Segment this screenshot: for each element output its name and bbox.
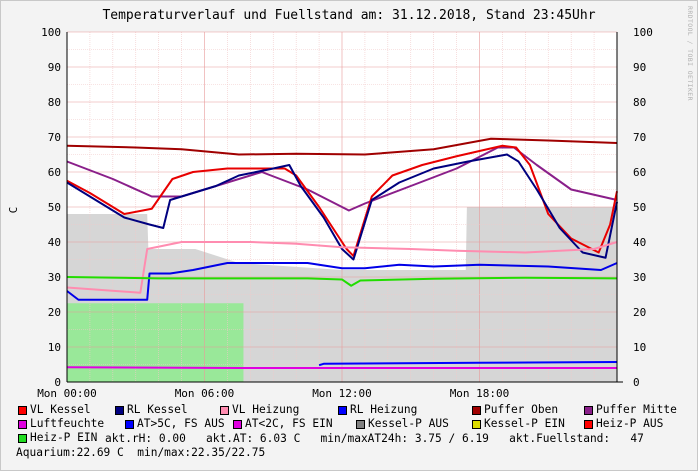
legend-label: VL Heizung <box>232 403 300 416</box>
y-tick-label-right: 50 <box>633 201 646 214</box>
y-tick-label-right: 70 <box>633 131 646 144</box>
y-tick-label-right: 10 <box>633 341 646 354</box>
x-tick-label: Mon 18:00 <box>450 387 510 400</box>
y-tick-label-left: 0 <box>54 376 61 389</box>
series-line-1 <box>66 146 618 212</box>
legend-label: RL Kessel <box>127 403 188 416</box>
y-tick-label-right: 90 <box>633 61 646 74</box>
legend-label: Kessel-P AUS <box>368 417 449 430</box>
x-tick-label: Mon 06:00 <box>175 387 235 400</box>
chart-title: Temperaturverlauf und Fuellstand am: 31.… <box>102 8 596 23</box>
series-line-4 <box>66 241 618 294</box>
legend-label: Puffer Mitte <box>596 403 677 416</box>
aquarium-text: Aquarium:22.69 C min/max:22.35/22.75 <box>16 446 266 459</box>
y-tick-label-left: 100 <box>41 26 61 39</box>
x-tick-label: Mon 12:00 <box>312 387 372 400</box>
legend-label: RL Heizung <box>350 403 418 416</box>
legend-swatch <box>220 406 229 415</box>
y-tick-label-left: 90 <box>48 61 61 74</box>
x-tick-label: Mon 00:00 <box>37 387 97 400</box>
legend-label: Kessel-P EIN <box>484 417 565 430</box>
legend-swatch <box>18 434 27 443</box>
series-line-3 <box>66 153 618 261</box>
y-tick-label-right: 40 <box>633 236 646 249</box>
series-line-2 <box>66 144 618 257</box>
y-tick-label-right: 30 <box>633 271 646 284</box>
series-line-7 <box>66 366 617 369</box>
legend-label: VL Kessel <box>30 403 91 416</box>
legend-swatch <box>472 406 481 415</box>
y-tick-label-left: 40 <box>48 236 61 249</box>
legend-swatch <box>115 406 124 415</box>
y-tick-label-left: 60 <box>48 166 61 179</box>
legend-swatch <box>18 420 27 429</box>
y-axis-label: C <box>7 207 20 214</box>
y-tick-label-left: 20 <box>48 306 61 319</box>
y-tick-label-left: 70 <box>48 131 61 144</box>
y-tick-label-right: 0 <box>633 376 640 389</box>
legend-swatch <box>356 420 365 429</box>
series-line-5 <box>66 262 618 301</box>
legend-label: AT<2C, FS EIN <box>245 417 333 430</box>
legend-label: Heiz-P AUS <box>596 417 664 430</box>
series-line-6 <box>66 276 618 287</box>
legend-label: Heiz-P EIN <box>30 431 98 444</box>
legend-swatch <box>338 406 347 415</box>
y-tick-label-right: 20 <box>633 306 646 319</box>
y-tick-label-right: 60 <box>633 166 646 179</box>
legend-swatch <box>472 420 481 429</box>
legend-swatch <box>125 420 134 429</box>
legend-swatch <box>233 420 242 429</box>
legend-label: AT>5C, FS AUS <box>137 417 225 430</box>
y-tick-label-left: 80 <box>48 96 61 109</box>
series-line-8 <box>318 361 618 367</box>
series-line-0 <box>66 137 618 156</box>
current-values-text: akt.rH: 0.00 akt.AT: 6.03 C min/maxAT24h… <box>105 432 644 445</box>
y-tick-label-right: 80 <box>633 96 646 109</box>
y-tick-label-left: 30 <box>48 271 61 284</box>
legend-swatch <box>18 406 27 415</box>
y-tick-label-left: 50 <box>48 201 61 214</box>
legend-label: Puffer Oben <box>484 403 559 416</box>
y-tick-label-right: 100 <box>633 26 653 39</box>
rrdtool-credit: RRDTOOL / TOBI OETIKER <box>686 6 694 101</box>
legend-swatch <box>584 420 593 429</box>
y-tick-label-left: 10 <box>48 341 61 354</box>
legend-swatch <box>584 406 593 415</box>
area-1 <box>67 303 244 382</box>
legend-label: Luftfeuchte <box>30 417 105 430</box>
